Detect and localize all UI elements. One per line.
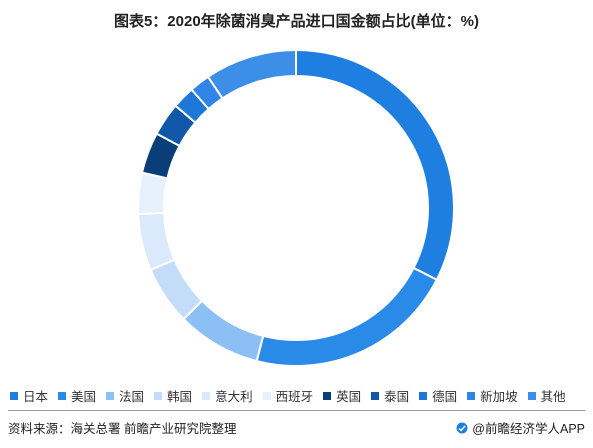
legend-item-11: 其他	[527, 386, 566, 405]
legend-swatch	[467, 391, 476, 400]
legend-label: 美国	[71, 390, 97, 404]
legend-item-7: 英国	[323, 386, 361, 405]
legend-label: 法国	[119, 390, 145, 404]
legend-item-10: 新加坡	[467, 386, 518, 405]
legend-label: 泰国	[384, 390, 410, 404]
legend-item-5: 意大利	[202, 386, 253, 405]
donut-chart	[137, 48, 455, 367]
legend-label: 西班牙	[275, 390, 314, 404]
donut-slice-2	[255, 266, 439, 367]
donut-slice-5	[137, 211, 176, 272]
legend-label: 英国	[336, 390, 362, 404]
legend-item-1: 日本	[10, 386, 48, 405]
legend-item-9: 德国	[419, 386, 457, 405]
footer: 资料来源：海关总署 前瞻产业研究院整理 @前瞻经济学人APP	[8, 418, 585, 437]
legend-swatch	[371, 391, 380, 400]
donut-slice-1	[295, 48, 455, 282]
chart-legend: 日本 美国 法国 韩国 意大利 西班牙 英国 泰国 德国 新加坡 其他	[10, 386, 590, 405]
brand-logo-icon	[456, 422, 468, 433]
legend-label: 意大利	[215, 390, 253, 404]
chart-title: 图表5：2020年除菌消臭产品进口国金额占比(单位：%)	[113, 13, 480, 30]
legend-swatch	[527, 391, 536, 400]
legend-item-4: 韩国	[154, 386, 192, 405]
legend-item-6: 西班牙	[262, 386, 314, 405]
legend-swatch	[419, 391, 428, 400]
legend-item-2: 美国	[58, 386, 96, 405]
donut-slices	[137, 48, 455, 367]
legend-label: 其他	[540, 390, 566, 404]
legend-label: 德国	[432, 390, 458, 404]
legend-swatch	[323, 391, 332, 400]
legend-swatch	[202, 391, 211, 400]
donut-slice-6	[137, 171, 169, 215]
legend-label: 日本	[23, 390, 49, 404]
donut-slice-11	[206, 48, 297, 100]
legend-item-3: 法国	[106, 386, 144, 405]
source-note: 资料来源：海关总署 前瞻产业研究院整理	[8, 422, 237, 436]
legend-swatch	[262, 391, 271, 400]
footer-divider	[8, 410, 585, 411]
donut-slice-3	[182, 299, 265, 363]
legend-item-8: 泰国	[371, 386, 409, 405]
legend-swatch	[58, 391, 67, 400]
legend-swatch	[10, 391, 18, 400]
legend-swatch	[154, 391, 163, 400]
legend-label: 韩国	[167, 390, 193, 404]
legend-swatch	[106, 391, 115, 400]
brand-text: @前瞻经济学人APP	[472, 422, 585, 436]
brand-credit: @前瞻经济学人APP	[456, 418, 585, 437]
legend-label: 新加坡	[480, 390, 518, 404]
